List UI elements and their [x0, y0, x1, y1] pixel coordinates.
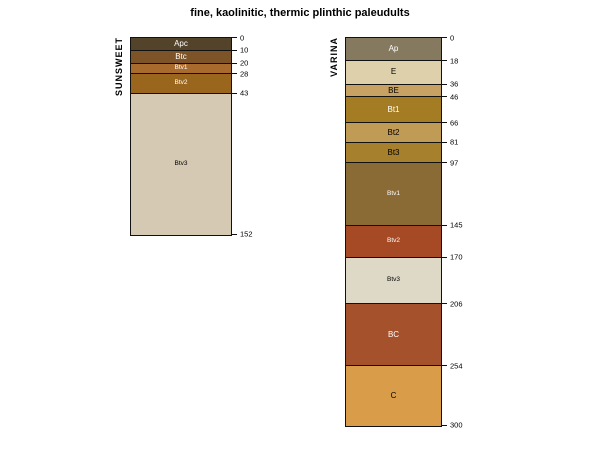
horizon-name: BC — [387, 329, 400, 339]
horizon-bc: BC — [346, 304, 441, 367]
depth-tick — [232, 233, 237, 235]
profile-id-label: VARINA — [329, 37, 339, 77]
depth-tick-label: 43 — [240, 88, 249, 98]
depth-tick-label: 145 — [450, 220, 463, 230]
horizon-name: Btc — [175, 51, 187, 61]
horizon-bt1: Bt1 — [346, 97, 441, 124]
horizon-ap: Ap — [346, 38, 441, 62]
horizon-bt3: Bt3 — [346, 142, 441, 164]
depth-tick — [442, 96, 447, 98]
horizon-btv3: Btv3 — [131, 93, 231, 235]
profile-column: Apc Btc Btv1 Btv2 Btv3 — [130, 37, 232, 236]
depth-tick — [442, 60, 447, 62]
depth-tick — [442, 122, 447, 124]
horizon-name: Bt3 — [387, 147, 400, 157]
horizon-btv1: Btv1 — [131, 63, 231, 75]
horizon-name: Btv2 — [174, 79, 188, 87]
plot-title: fine, kaolinitic, thermic plinthic paleu… — [190, 7, 410, 19]
depth-tick — [442, 37, 447, 38]
horizon-c: C — [346, 366, 441, 426]
profile-id-label: SUNSWEET — [114, 37, 124, 97]
depth-tick-label: 170 — [450, 252, 463, 262]
horizon-name: Btv3 — [386, 276, 400, 284]
horizon-be: BE — [346, 84, 441, 98]
depth-tick — [442, 83, 447, 85]
depth-tick — [232, 62, 237, 64]
profile-column: Ap E BE Bt1 Bt2 Bt3 Btv1 Btv2 Btv3 BC C — [345, 37, 442, 427]
horizon-name: E — [390, 67, 397, 77]
depth-tick — [442, 303, 447, 305]
depth-tick-label: 66 — [450, 118, 459, 128]
depth-tick-label: 10 — [240, 45, 249, 55]
depth-tick-label: 18 — [450, 56, 459, 66]
depth-tick-label: 300 — [450, 420, 463, 430]
depth-tick — [442, 162, 447, 164]
horizon-name: Bt1 — [387, 104, 400, 114]
horizon-e: E — [346, 61, 441, 85]
depth-tick — [442, 224, 447, 226]
depth-tick-label: 254 — [450, 361, 463, 371]
horizon-name: BE — [388, 85, 399, 95]
depth-tick-label: 20 — [240, 58, 249, 68]
horizon-apc: Apc — [131, 38, 231, 51]
depth-tick — [442, 141, 447, 143]
depth-tick-label: 36 — [450, 79, 459, 89]
horizon-name: Bt2 — [387, 127, 400, 137]
horizon-btv2: Btv2 — [131, 74, 231, 94]
depth-tick — [442, 256, 447, 258]
horizon-btc: Btc — [131, 50, 231, 64]
horizon-name: Btv3 — [174, 159, 188, 167]
depth-tick-label: 97 — [450, 158, 459, 168]
depth-tick — [442, 365, 447, 367]
depth-tick — [232, 37, 237, 38]
horizon-name: Btv1 — [386, 189, 400, 197]
depth-tick-label: 152 — [240, 229, 253, 239]
depth-tick — [442, 424, 447, 426]
horizon-name: Apc — [174, 38, 188, 48]
horizon-name: Ap — [388, 44, 399, 54]
depth-tick — [232, 92, 237, 94]
depth-tick-label: 0 — [450, 32, 455, 42]
horizon-name: Btv2 — [386, 236, 400, 244]
depth-tick — [232, 73, 237, 75]
depth-tick-label: 0 — [240, 32, 245, 42]
horizon-bt2: Bt2 — [346, 123, 441, 143]
depth-tick-label: 206 — [450, 299, 463, 309]
depth-tick-label: 81 — [450, 137, 459, 147]
depth-tick — [232, 49, 237, 51]
horizon-btv1: Btv1 — [346, 163, 441, 226]
depth-tick-label: 28 — [240, 68, 249, 78]
horizon-btv3: Btv3 — [346, 257, 441, 305]
horizon-btv2: Btv2 — [346, 225, 441, 258]
horizon-name: Btv1 — [174, 64, 188, 72]
depth-tick-label: 46 — [450, 92, 459, 102]
horizon-name: C — [390, 391, 397, 401]
